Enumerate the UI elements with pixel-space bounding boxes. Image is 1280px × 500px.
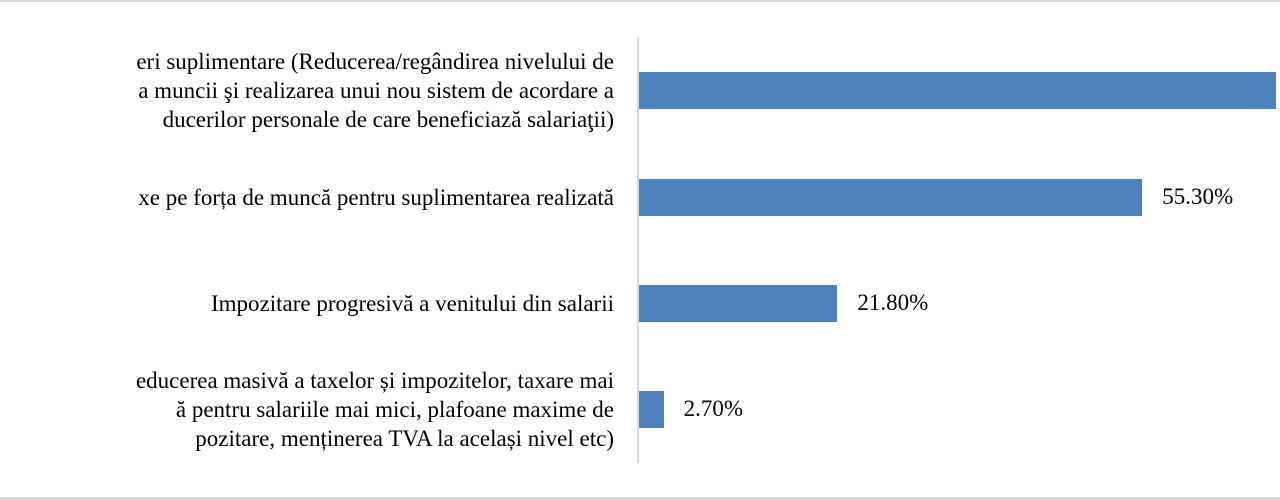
bar bbox=[639, 178, 1143, 216]
category-label: eri suplimentare (Reducerea/regândirea n… bbox=[136, 48, 614, 132]
bar bbox=[639, 71, 1276, 109]
data-label: 21.80% bbox=[857, 290, 929, 315]
bar bbox=[639, 284, 838, 322]
category-axis-line bbox=[637, 37, 639, 463]
data-label: 55.30% bbox=[1162, 184, 1234, 209]
category-label: Impozitare progresivă a venitului din sa… bbox=[210, 290, 614, 316]
data-label: 2.70% bbox=[683, 396, 743, 421]
bottom-border bbox=[0, 497, 1280, 500]
bar bbox=[639, 390, 664, 428]
top-border bbox=[0, 0, 1280, 2]
category-label: xe pe forța de muncă pentru suplimentare… bbox=[138, 184, 614, 210]
category-label: educerea masivă a taxelor și impozitelor… bbox=[135, 367, 614, 451]
